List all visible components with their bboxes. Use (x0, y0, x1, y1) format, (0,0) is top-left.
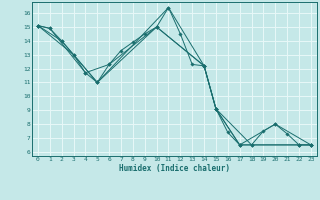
X-axis label: Humidex (Indice chaleur): Humidex (Indice chaleur) (119, 164, 230, 173)
